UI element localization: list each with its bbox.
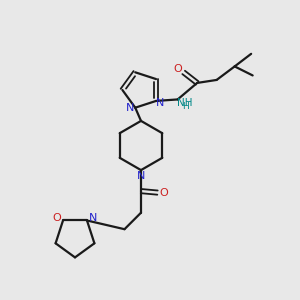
Text: O: O bbox=[160, 188, 169, 198]
Text: N: N bbox=[126, 103, 134, 113]
Text: N: N bbox=[89, 213, 97, 223]
Text: O: O bbox=[52, 213, 62, 223]
Text: O: O bbox=[174, 64, 183, 74]
Text: H: H bbox=[182, 102, 188, 111]
Text: N: N bbox=[137, 171, 145, 181]
Text: NH: NH bbox=[177, 98, 193, 108]
Text: N: N bbox=[155, 98, 164, 108]
